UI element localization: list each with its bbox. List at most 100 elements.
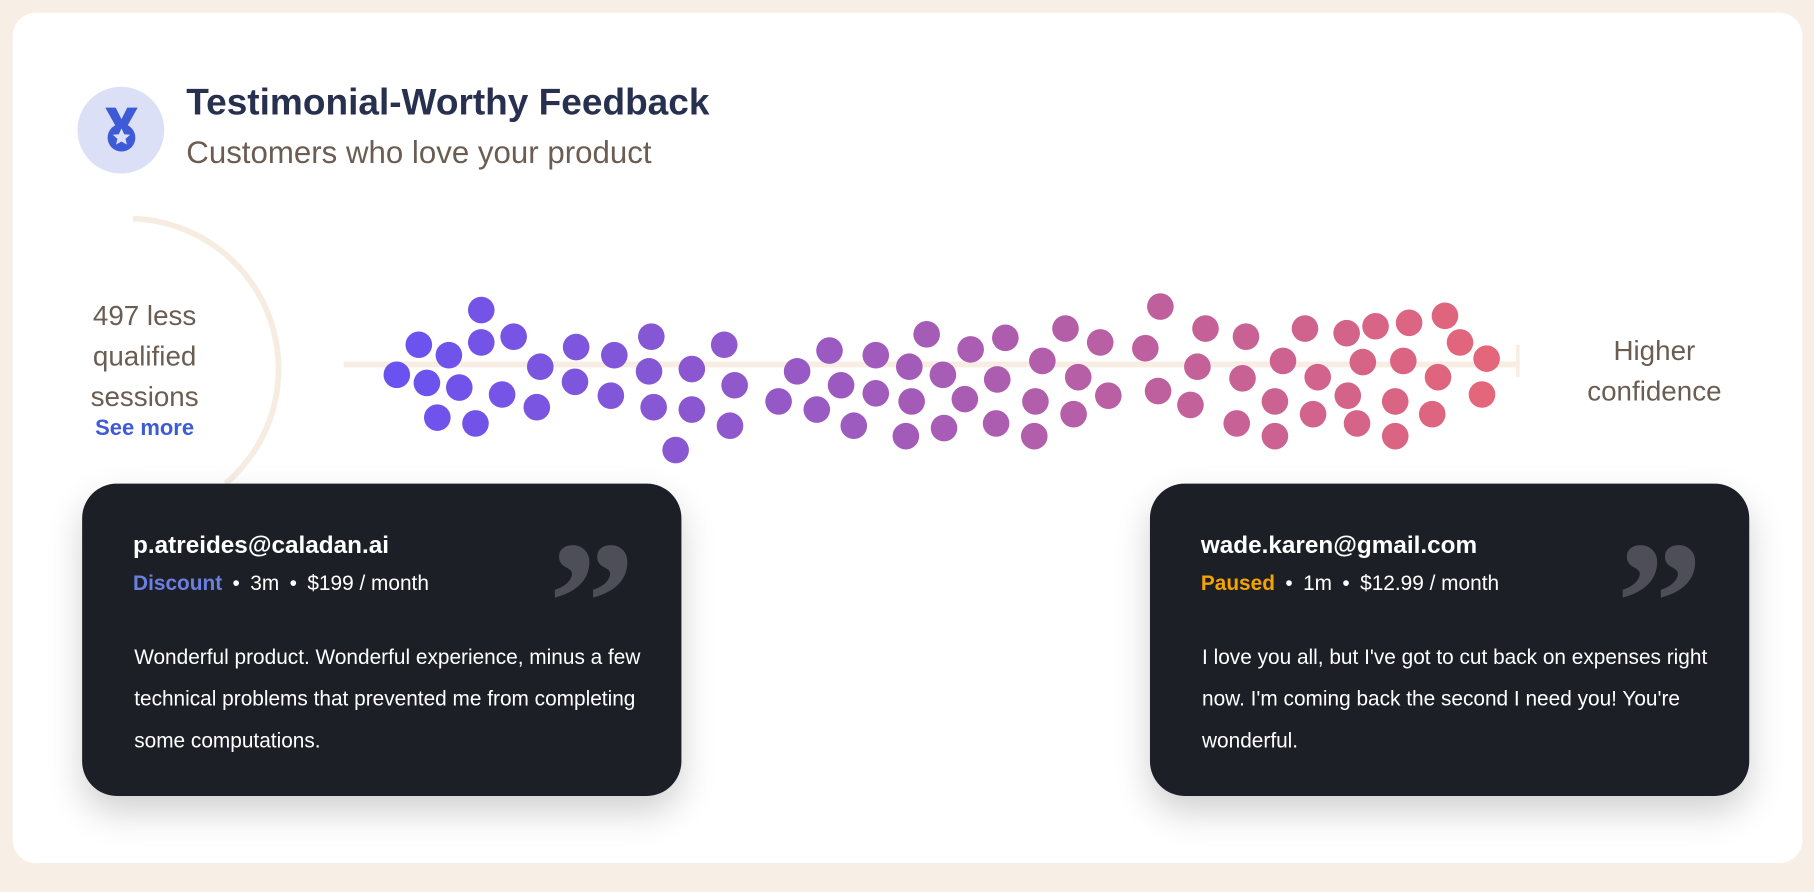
session-dot[interactable] xyxy=(957,336,984,363)
price: $199 / month xyxy=(307,571,429,595)
session-dot[interactable] xyxy=(1184,353,1211,381)
session-dot[interactable] xyxy=(413,369,441,397)
session-dot[interactable] xyxy=(1446,329,1474,356)
session-dot[interactable] xyxy=(662,436,689,464)
session-dot[interactable] xyxy=(783,358,811,385)
session-dot[interactable] xyxy=(638,323,665,350)
less-qualified-count: 497 less qualified sessions xyxy=(90,300,199,414)
session-dot[interactable] xyxy=(435,341,463,369)
session-dot[interactable] xyxy=(1395,309,1423,337)
session-dot[interactable] xyxy=(640,393,667,421)
session-dot[interactable] xyxy=(862,380,890,407)
session-dot[interactable] xyxy=(710,331,738,359)
session-dot[interactable] xyxy=(678,396,706,423)
session-dot[interactable] xyxy=(896,353,923,381)
session-dot[interactable] xyxy=(1424,363,1452,391)
session-dot[interactable] xyxy=(1362,312,1389,340)
session-dot[interactable] xyxy=(1418,400,1446,428)
session-dot[interactable] xyxy=(721,371,748,399)
session-dot[interactable] xyxy=(1052,315,1079,342)
session-dot[interactable] xyxy=(1381,388,1409,415)
session-dot[interactable] xyxy=(467,296,495,324)
separator: • xyxy=(1285,571,1293,595)
session-dot[interactable] xyxy=(462,410,489,437)
session-dot[interactable] xyxy=(1343,410,1371,437)
session-dot[interactable] xyxy=(424,404,451,431)
customer-meta: Discount • 3m • $199 / month xyxy=(133,572,429,596)
session-dot[interactable] xyxy=(1334,382,1362,409)
session-dot[interactable] xyxy=(383,361,411,389)
testimonial-text: I love you all, but I've got to cut back… xyxy=(1202,645,1708,752)
session-dot[interactable] xyxy=(816,337,843,364)
session-dot[interactable] xyxy=(1390,347,1417,375)
session-dot[interactable] xyxy=(913,321,940,348)
session-dot[interactable] xyxy=(827,371,855,399)
session-dot[interactable] xyxy=(1020,422,1048,450)
session-dot[interactable] xyxy=(803,396,831,423)
session-dot[interactable] xyxy=(951,385,979,413)
session-dot[interactable] xyxy=(1349,348,1377,376)
session-dot[interactable] xyxy=(983,366,1011,393)
session-dot[interactable] xyxy=(1229,365,1256,392)
separator: • xyxy=(232,571,240,595)
session-dot[interactable] xyxy=(526,353,554,381)
session-dot[interactable] xyxy=(1223,410,1251,437)
session-dot[interactable] xyxy=(635,358,663,385)
session-dot[interactable] xyxy=(1291,315,1319,342)
session-dot[interactable] xyxy=(716,412,744,440)
session-dot[interactable] xyxy=(488,381,516,408)
session-dot[interactable] xyxy=(929,361,957,389)
session-dot[interactable] xyxy=(1064,363,1092,391)
session-dot[interactable] xyxy=(562,333,590,361)
session-dot[interactable] xyxy=(500,323,527,350)
session-dot[interactable] xyxy=(1333,319,1360,347)
testimonial-card[interactable]: wade.karen@gmail.com Paused • 1m • $12.99 / … xyxy=(1149,483,1750,796)
session-dot[interactable] xyxy=(1060,400,1087,428)
quote-icon: ” xyxy=(1616,506,1703,699)
session-dot[interactable] xyxy=(765,388,792,415)
session-dot[interactable] xyxy=(445,374,473,401)
session-dot[interactable] xyxy=(1261,388,1289,415)
separator: • xyxy=(289,571,297,595)
session-dot[interactable] xyxy=(1144,377,1172,405)
session-dot[interactable] xyxy=(1147,293,1174,320)
session-dot[interactable] xyxy=(982,410,1010,437)
session-dot[interactable] xyxy=(862,341,890,369)
see-more-link[interactable]: See more xyxy=(95,416,195,441)
session-dot[interactable] xyxy=(1232,323,1260,350)
session-dot[interactable] xyxy=(1095,382,1122,409)
session-dot[interactable] xyxy=(930,414,958,442)
session-dot[interactable] xyxy=(898,388,925,415)
session-dot[interactable] xyxy=(467,329,495,356)
session-dot[interactable] xyxy=(1473,345,1500,372)
session-dot[interactable] xyxy=(601,341,628,369)
session-dot[interactable] xyxy=(523,393,551,421)
session-dot[interactable] xyxy=(1029,347,1056,375)
session-dot[interactable] xyxy=(992,324,1019,352)
session-dot[interactable] xyxy=(1261,422,1289,450)
session-dot[interactable] xyxy=(1022,388,1049,415)
session-dot[interactable] xyxy=(1269,347,1297,375)
medal-icon xyxy=(104,107,138,151)
session-dot[interactable] xyxy=(597,382,625,409)
session-dot[interactable] xyxy=(1177,391,1204,419)
header-badge xyxy=(77,86,165,174)
session-dot[interactable] xyxy=(1431,302,1459,330)
status-badge: Paused xyxy=(1200,571,1275,595)
session-dot[interactable] xyxy=(561,368,589,396)
session-dot[interactable] xyxy=(1192,315,1219,342)
testimonial-card[interactable]: p.atreides@caladan.ai Discount • 3m • $199 /… xyxy=(82,483,682,796)
session-dot[interactable] xyxy=(1304,363,1332,391)
session-dot[interactable] xyxy=(1381,422,1409,450)
session-dot[interactable] xyxy=(892,422,920,450)
price: $12.99 / month xyxy=(1360,571,1500,595)
session-dot[interactable] xyxy=(1468,381,1496,408)
session-dot[interactable] xyxy=(678,355,706,383)
session-dot[interactable] xyxy=(840,412,868,440)
session-dot[interactable] xyxy=(1086,329,1114,356)
tenure: 3m xyxy=(250,571,280,595)
testimonial-text: Wonderful product. Wonderful experience,… xyxy=(134,645,641,752)
session-dot[interactable] xyxy=(405,331,433,359)
session-dot[interactable] xyxy=(1299,400,1327,428)
session-dot[interactable] xyxy=(1132,334,1159,362)
